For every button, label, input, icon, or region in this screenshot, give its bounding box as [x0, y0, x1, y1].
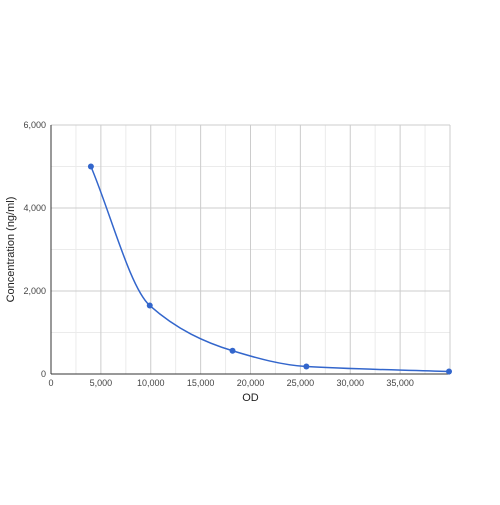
data-point	[229, 347, 236, 354]
y-tick-label: 4,000	[23, 203, 46, 213]
data-point	[146, 302, 153, 309]
axes	[50, 125, 450, 375]
x-tick-label: 15,000	[187, 378, 215, 388]
x-tick-label: 35,000	[386, 378, 414, 388]
data-point	[303, 363, 310, 370]
x-tick-label: 20,000	[237, 378, 265, 388]
series-line	[90, 166, 450, 373]
x-axis-title: OD	[242, 392, 259, 404]
x-tick-label: 25,000	[287, 378, 315, 388]
y-tick-label: 0	[41, 369, 46, 379]
y-tick-label: 6,000	[23, 120, 46, 130]
data-point	[87, 163, 94, 170]
data-point	[446, 368, 453, 375]
tick-labels: 0 5,000 10,000 15,000 20,000 25,000 30,000 35,0…	[23, 120, 413, 388]
series-layer	[87, 163, 453, 375]
y-axis-title: Concentration (ng/ml)	[5, 197, 17, 303]
y-tick-label: 2,000	[23, 286, 46, 296]
x-tick-label: 5,000	[90, 378, 113, 388]
x-tick-label: 30,000	[336, 378, 364, 388]
x-tick-label: 0	[48, 378, 53, 388]
grid-lines	[51, 124, 451, 374]
x-tick-label: 10,000	[137, 378, 165, 388]
